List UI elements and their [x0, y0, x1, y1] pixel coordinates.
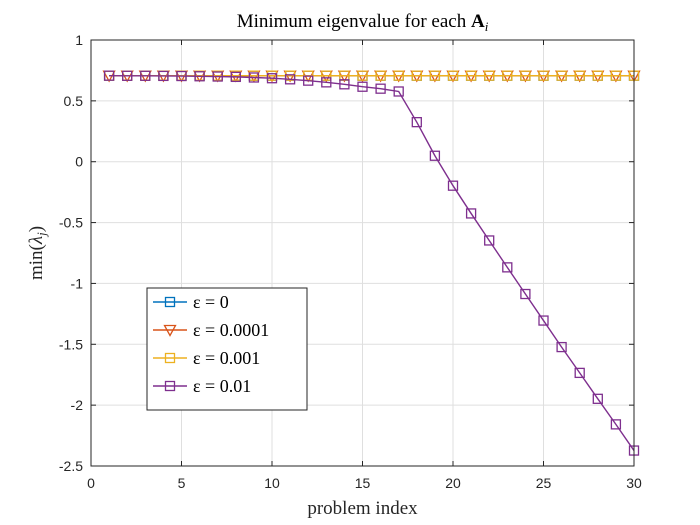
- data-point: [411, 70, 422, 81]
- y-tick-label: -1: [71, 275, 84, 291]
- plot-series: [102, 70, 641, 456]
- data-point: [194, 71, 205, 82]
- data-point: [230, 71, 241, 83]
- data-point: [538, 70, 549, 81]
- data-point: [592, 393, 603, 404]
- data-point: [447, 180, 459, 191]
- data-point: [556, 341, 567, 353]
- data-point: [375, 83, 386, 94]
- x-tick-label: 20: [445, 475, 461, 491]
- data-point: [610, 419, 622, 430]
- data-point: [284, 74, 296, 85]
- data-point: [520, 288, 531, 300]
- data-point: [465, 70, 477, 81]
- data-point: [140, 70, 151, 81]
- y-axis-label: min(λj): [26, 226, 49, 280]
- data-point: [176, 70, 187, 82]
- legend-box: [146, 287, 308, 411]
- data-point: [266, 73, 278, 84]
- y-tick-label: 0: [75, 154, 83, 170]
- y-tick-label: -2.5: [59, 458, 83, 474]
- data-point: [212, 71, 223, 82]
- data-point: [610, 70, 622, 81]
- data-point: [321, 77, 332, 88]
- data-point: [357, 81, 368, 92]
- data-point: [393, 70, 404, 81]
- data-point: [411, 117, 422, 128]
- axis-ticks: 0 5 10 15 20 25 30 -2.5 -2 -1.5 -1 -0.5 0 0.5 1: [59, 32, 642, 491]
- data-point: [429, 150, 441, 161]
- legend-label: ε = 0.0001: [193, 320, 269, 340]
- legend-marker: [164, 380, 176, 392]
- x-tick-label: 15: [355, 475, 371, 491]
- data-point: [393, 86, 404, 97]
- x-tick-label: 5: [178, 475, 186, 491]
- legend-marker: [164, 296, 176, 308]
- y-tick-label: 0.5: [64, 93, 84, 109]
- legend-entry: ε = 0: [153, 292, 229, 312]
- legend-marker: [164, 352, 176, 364]
- data-point: [303, 75, 314, 86]
- legend-label: ε = 0: [193, 292, 229, 312]
- x-axis-label: problem index: [307, 498, 418, 519]
- y-tick-label: -1.5: [59, 336, 83, 352]
- chart-title: Minimum eigenvalue for each Ai: [237, 11, 489, 34]
- data-point: [484, 235, 495, 246]
- data-point: [158, 70, 169, 82]
- y-tick-label: 1: [75, 32, 83, 48]
- data-point: [556, 70, 567, 81]
- data-point: [502, 262, 513, 273]
- legend: ε = 0 ε = 0.0001 ε = 0.001 ε = 0.01: [146, 287, 308, 411]
- legend-entry: ε = 0.001: [153, 348, 260, 368]
- data-point: [122, 70, 133, 81]
- data-point: [248, 72, 260, 83]
- y-tick-label: -2: [71, 397, 84, 413]
- x-tick-label: 10: [264, 475, 280, 491]
- legend-entry: ε = 0.0001: [153, 320, 269, 340]
- x-tick-label: 25: [536, 475, 552, 491]
- data-point: [375, 70, 386, 81]
- data-point: [592, 70, 603, 81]
- legend-marker: [163, 324, 177, 337]
- data-point: [538, 315, 549, 326]
- legend-entry: ε = 0.01: [153, 376, 251, 396]
- legend-label: ε = 0.001: [193, 348, 260, 368]
- y-tick-label: -0.5: [59, 215, 83, 231]
- data-point: [429, 70, 441, 81]
- data-point: [574, 70, 585, 81]
- x-tick-label: 0: [87, 475, 95, 491]
- data-point: [574, 367, 585, 379]
- data-point: [103, 70, 115, 81]
- data-point: [520, 70, 531, 81]
- x-tick-label: 30: [626, 475, 642, 491]
- legend-label: ε = 0.01: [193, 376, 251, 396]
- data-point: [502, 70, 513, 81]
- data-point: [339, 79, 350, 90]
- series-4: [103, 70, 640, 456]
- data-point: [357, 70, 368, 81]
- data-point: [465, 208, 477, 219]
- data-point: [447, 70, 459, 81]
- data-point: [321, 70, 332, 81]
- data-point: [484, 70, 495, 81]
